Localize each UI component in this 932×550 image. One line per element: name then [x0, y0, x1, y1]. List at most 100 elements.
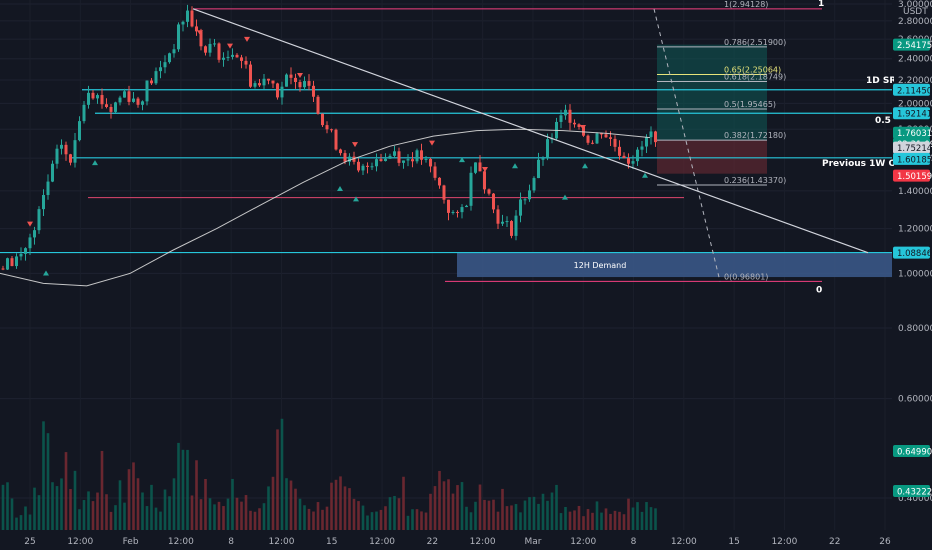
candle-body — [136, 98, 140, 105]
overlays — [0, 8, 869, 287]
candle-body — [420, 150, 423, 160]
volume-bar — [96, 492, 99, 530]
volume-bar — [460, 482, 464, 530]
x-tick-label: 8 — [228, 537, 234, 547]
volume-bar — [640, 511, 644, 530]
volume-bar — [609, 513, 612, 530]
volume-bar — [159, 511, 162, 530]
price-badge-label: 2.54175 — [897, 41, 932, 51]
candle-body — [505, 221, 509, 223]
volume-bar — [478, 484, 482, 530]
candle-body — [609, 137, 612, 139]
candle-body — [118, 97, 122, 103]
candle-body — [208, 43, 212, 53]
candle-body — [402, 160, 405, 163]
volume-bar — [451, 493, 455, 530]
volume-bar — [402, 476, 405, 530]
candle-body — [312, 85, 315, 97]
candle-body — [159, 67, 162, 72]
volume-bar — [172, 478, 176, 530]
volume-bar — [28, 514, 32, 530]
volume-bar — [118, 480, 122, 530]
price-badge — [893, 38, 930, 51]
volume-bar — [352, 498, 356, 530]
volume-bar — [150, 484, 153, 530]
volume-bar — [330, 482, 333, 530]
volume-bar — [384, 506, 387, 530]
candle-body — [334, 129, 338, 150]
volume-bar — [285, 478, 288, 530]
volume-bar — [375, 511, 378, 530]
candle-body — [271, 80, 275, 84]
candle-body — [78, 121, 81, 141]
price-badge-label: 1.92141 — [897, 110, 932, 120]
fib-levels: 1(2.94128) 0.786(2.51900) 0.65(2.25064)0.6… — [193, 0, 824, 295]
candle-body — [510, 221, 513, 236]
x-tick-label: 12:00 — [671, 537, 697, 547]
candle-body — [303, 81, 306, 88]
candle-body — [541, 158, 545, 160]
volume-bar — [127, 469, 131, 530]
volume-bar — [456, 485, 459, 530]
candle-body — [613, 138, 617, 147]
candle-body — [429, 158, 432, 167]
candle-body — [406, 159, 410, 161]
price-badge — [893, 445, 930, 457]
candle-body — [222, 57, 225, 60]
sell-signal-marker — [27, 221, 33, 227]
candle-body — [123, 91, 126, 98]
candle-body — [145, 80, 149, 102]
volume-bar — [370, 512, 374, 530]
volume-bar — [19, 515, 23, 530]
price-badge — [893, 169, 930, 182]
buy-signal-marker — [353, 196, 359, 202]
candle-body — [474, 162, 477, 173]
candle-body — [366, 165, 369, 167]
candle-body — [456, 211, 459, 213]
fib-end-label-top: 1 — [818, 0, 824, 9]
y-tick-label: 2.00000 — [898, 99, 932, 109]
candle-body — [262, 78, 266, 86]
candles — [1, 4, 657, 271]
volume-bar — [145, 506, 149, 530]
candle-body — [289, 74, 293, 78]
candle-body — [154, 71, 158, 84]
volume-bar — [627, 498, 630, 530]
y-tick-label: 0.40000 — [898, 494, 932, 504]
candle-body — [478, 162, 482, 172]
volume-bar — [357, 501, 360, 530]
price-badges: 2.541752.114501.921411.7603102:31:091.75… — [893, 38, 932, 498]
candle-body — [244, 60, 248, 65]
volume-bar — [438, 470, 441, 530]
volume-bar — [186, 449, 189, 530]
candle-body — [618, 146, 621, 156]
candle-body — [105, 104, 108, 108]
volume-bar — [163, 489, 167, 530]
price-badge — [893, 126, 930, 139]
candle-body — [375, 159, 378, 167]
volume-bar — [366, 515, 369, 530]
volume-bar — [519, 512, 522, 530]
candle-body — [546, 139, 549, 159]
candle-body — [87, 92, 90, 105]
candle-body — [460, 207, 464, 213]
moving-average — [0, 128, 651, 287]
x-tick-label: 22 — [829, 537, 840, 547]
volume-bar — [483, 499, 486, 530]
zones: 12H Demand — [457, 44, 892, 278]
volume-bar — [339, 476, 342, 530]
volume-bar — [487, 500, 491, 530]
volume-bar — [654, 508, 657, 530]
candle-body — [559, 115, 563, 122]
volume-bar — [492, 499, 495, 530]
candle-body — [640, 146, 644, 150]
candle-body — [231, 54, 234, 57]
volume-bar — [415, 509, 419, 530]
volume-bar — [87, 491, 90, 530]
candle-body — [316, 96, 320, 114]
candle-body — [528, 190, 531, 200]
volume-bar — [424, 512, 428, 530]
volume-bar — [595, 501, 599, 530]
